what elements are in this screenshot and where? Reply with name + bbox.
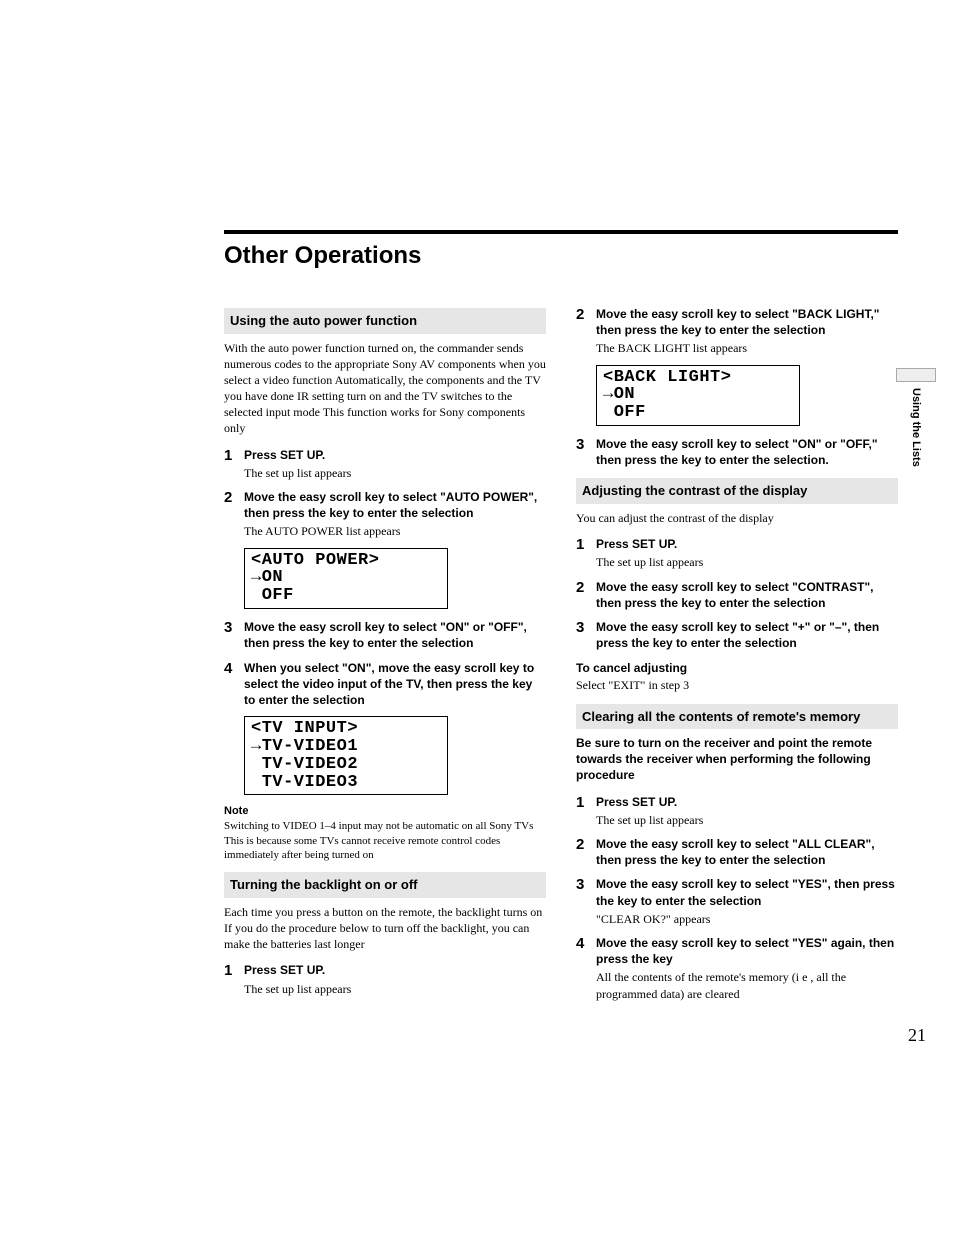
step-body: Move the easy scroll key to select "ALL … bbox=[596, 836, 898, 868]
step-bold: Press SET UP. bbox=[244, 962, 546, 978]
lcd-back-light: <BACK LIGHT> →ON OFF bbox=[596, 365, 800, 427]
backlight-intro: Each time you press a button on the remo… bbox=[224, 904, 546, 953]
step-sub: All the contents of the remote's memory … bbox=[596, 969, 898, 1001]
step-bold: When you select "ON", move the easy scro… bbox=[244, 660, 546, 709]
step-num: 1 bbox=[576, 536, 596, 570]
step-num: 2 bbox=[576, 579, 596, 611]
step-body: Press SET UP. The set up list appears bbox=[244, 962, 546, 996]
step-sub: "CLEAR OK?" appears bbox=[596, 911, 898, 927]
step-2: 2 Move the easy scroll key to select "AU… bbox=[224, 489, 546, 540]
step-body: Press SET UP. The set up list appears bbox=[596, 536, 898, 570]
lcd-auto-power: <AUTO POWER> →ON OFF bbox=[244, 548, 448, 610]
step-bold: Press SET UP. bbox=[596, 794, 898, 810]
step-num: 2 bbox=[576, 306, 596, 357]
step-bold: Move the easy scroll key to select "ON" … bbox=[244, 619, 546, 651]
side-tab: Using the Lists bbox=[896, 368, 936, 467]
step-bold: Move the easy scroll key to select "BACK… bbox=[596, 306, 898, 338]
step-bold: Move the easy scroll key to select "ON" … bbox=[596, 436, 898, 468]
step-body: Move the easy scroll key to select "AUTO… bbox=[244, 489, 546, 540]
step-d4: 4 Move the easy scroll key to select "YE… bbox=[576, 935, 898, 1002]
step-sub: The set up list appears bbox=[596, 812, 898, 828]
step-d1: 1 Press SET UP. The set up list appears bbox=[576, 794, 898, 828]
step-body: When you select "ON", move the easy scro… bbox=[244, 660, 546, 709]
step-num: 4 bbox=[576, 935, 596, 1002]
step-body: Move the easy scroll key to select "YES"… bbox=[596, 935, 898, 1002]
step-4: 4 When you select "ON", move the easy sc… bbox=[224, 660, 546, 709]
step-body: Move the easy scroll key to select "ON" … bbox=[596, 436, 898, 468]
section-heading-contrast: Adjusting the contrast of the display bbox=[576, 478, 898, 504]
step-c2: 2 Move the easy scroll key to select "CO… bbox=[576, 579, 898, 611]
step-bold: Press SET UP. bbox=[596, 536, 898, 552]
step-body: Move the easy scroll key to select "+" o… bbox=[596, 619, 898, 651]
page-title: Other Operations bbox=[224, 242, 898, 270]
note-head: Note bbox=[224, 805, 546, 817]
side-tab-marker bbox=[896, 368, 936, 382]
step-sub: The set up list appears bbox=[596, 554, 898, 570]
step-c3: 3 Move the easy scroll key to select "+"… bbox=[576, 619, 898, 651]
step-body: Move the easy scroll key to select "YES"… bbox=[596, 876, 898, 927]
auto-power-intro: With the auto power function turned on, … bbox=[224, 340, 546, 437]
section-heading-auto-power: Using the auto power function bbox=[224, 308, 546, 334]
step-body: Move the easy scroll key to select "BACK… bbox=[596, 306, 898, 357]
step-num: 1 bbox=[224, 962, 244, 996]
step-body: Move the easy scroll key to select "ON" … bbox=[244, 619, 546, 651]
step-num: 1 bbox=[224, 447, 244, 481]
step-num: 3 bbox=[576, 436, 596, 468]
step-num: 3 bbox=[576, 876, 596, 927]
contrast-intro: You can adjust the contrast of the displ… bbox=[576, 510, 898, 526]
step-1: 1 Press SET UP. The set up list appears bbox=[224, 447, 546, 481]
top-rule bbox=[224, 230, 898, 234]
step-d2: 2 Move the easy scroll key to select "AL… bbox=[576, 836, 898, 868]
page-number: 21 bbox=[908, 1025, 926, 1046]
step-body: Press SET UP. The set up list appears bbox=[244, 447, 546, 481]
step-bold: Move the easy scroll key to select "YES"… bbox=[596, 876, 898, 908]
step-bold: Move the easy scroll key to select "CONT… bbox=[596, 579, 898, 611]
step-d3: 3 Move the easy scroll key to select "YE… bbox=[576, 876, 898, 927]
note-text: Switching to VIDEO 1–4 input may not be … bbox=[224, 819, 546, 862]
step-sub: The AUTO POWER list appears bbox=[244, 523, 546, 539]
step-bold: Move the easy scroll key to select "YES"… bbox=[596, 935, 898, 967]
cancel-body: Select "EXIT" in step 3 bbox=[576, 677, 898, 693]
step-num: 3 bbox=[576, 619, 596, 651]
step-c1: 1 Press SET UP. The set up list appears bbox=[576, 536, 898, 570]
step-bold: Move the easy scroll key to select "AUTO… bbox=[244, 489, 546, 521]
step-sub: The BACK LIGHT list appears bbox=[596, 340, 898, 356]
step-num: 1 bbox=[576, 794, 596, 828]
step-3r: 3 Move the easy scroll key to select "ON… bbox=[576, 436, 898, 468]
step-bold: Move the easy scroll key to select "ALL … bbox=[596, 836, 898, 868]
step-num: 2 bbox=[224, 489, 244, 540]
step-2r: 2 Move the easy scroll key to select "BA… bbox=[576, 306, 898, 357]
step-sub: The set up list appears bbox=[244, 465, 546, 481]
step-num: 4 bbox=[224, 660, 244, 709]
columns: Using the auto power function With the a… bbox=[224, 298, 898, 1010]
left-column: Using the auto power function With the a… bbox=[224, 298, 546, 1010]
step-sub: The set up list appears bbox=[244, 981, 546, 997]
step-bold: Press SET UP. bbox=[244, 447, 546, 463]
clearing-intro: Be sure to turn on the receiver and poin… bbox=[576, 735, 898, 784]
step-num: 2 bbox=[576, 836, 596, 868]
step-3: 3 Move the easy scroll key to select "ON… bbox=[224, 619, 546, 651]
step-bold: Move the easy scroll key to select "+" o… bbox=[596, 619, 898, 651]
side-tab-text: Using the Lists bbox=[910, 388, 922, 467]
cancel-heading: To cancel adjusting bbox=[576, 661, 898, 675]
step-body: Move the easy scroll key to select "CONT… bbox=[596, 579, 898, 611]
lcd-tv-input: <TV INPUT> →TV-VIDEO1 TV-VIDEO2 TV-VIDEO… bbox=[244, 716, 448, 795]
step-body: Press SET UP. The set up list appears bbox=[596, 794, 898, 828]
right-column: 2 Move the easy scroll key to select "BA… bbox=[576, 298, 898, 1010]
section-heading-backlight: Turning the backlight on or off bbox=[224, 872, 546, 898]
step-num: 3 bbox=[224, 619, 244, 651]
step-1b: 1 Press SET UP. The set up list appears bbox=[224, 962, 546, 996]
manual-page: Other Operations Using the auto power fu… bbox=[0, 0, 954, 1070]
section-heading-clearing: Clearing all the contents of remote's me… bbox=[576, 704, 898, 730]
